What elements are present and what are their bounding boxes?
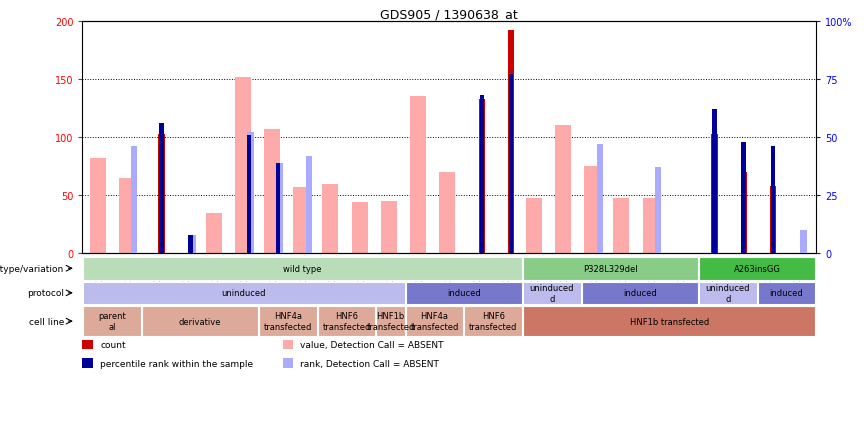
- Text: HNF6
transfected: HNF6 transfected: [469, 312, 517, 331]
- Text: value, Detection Call = ABSENT: value, Detection Call = ABSENT: [300, 340, 444, 349]
- Bar: [771, 147, 775, 254]
- Text: HNF1b
transfected: HNF1b transfected: [366, 312, 415, 331]
- Text: HNF6
transfected: HNF6 transfected: [322, 312, 371, 331]
- Bar: [83, 306, 141, 336]
- Bar: [189, 235, 195, 254]
- Bar: [741, 142, 746, 254]
- Title: GDS905 / 1390638_at: GDS905 / 1390638_at: [380, 7, 518, 20]
- Bar: [479, 96, 484, 254]
- Bar: [405, 306, 464, 336]
- Text: uninduced
d: uninduced d: [706, 283, 750, 303]
- Bar: [526, 198, 542, 254]
- Bar: [439, 173, 455, 254]
- Text: percentile rank within the sample: percentile rank within the sample: [100, 359, 253, 368]
- Bar: [699, 257, 815, 280]
- Bar: [283, 358, 293, 368]
- Bar: [740, 173, 747, 254]
- Text: rank, Detection Call = ABSENT: rank, Detection Call = ABSENT: [300, 359, 439, 368]
- Bar: [247, 133, 254, 254]
- Bar: [247, 135, 251, 254]
- Text: count: count: [100, 340, 126, 349]
- Bar: [306, 156, 312, 254]
- Bar: [582, 282, 698, 304]
- Bar: [206, 213, 222, 254]
- Bar: [523, 306, 815, 336]
- Text: uninduced: uninduced: [221, 289, 266, 298]
- Bar: [160, 124, 164, 254]
- Text: HNF1b transfected: HNF1b transfected: [629, 317, 709, 326]
- Text: HNF4a
transfected: HNF4a transfected: [264, 312, 312, 331]
- Bar: [141, 306, 258, 336]
- Text: P328L329del: P328L329del: [583, 264, 638, 273]
- Bar: [597, 145, 603, 254]
- Bar: [119, 178, 135, 254]
- Bar: [83, 282, 404, 304]
- Bar: [235, 77, 251, 254]
- Bar: [82, 358, 93, 368]
- Text: A263insGG: A263insGG: [733, 264, 780, 273]
- Bar: [259, 306, 317, 336]
- Text: parent
al: parent al: [98, 312, 126, 331]
- Bar: [464, 306, 522, 336]
- Bar: [264, 130, 280, 254]
- Text: derivative: derivative: [179, 317, 221, 326]
- Bar: [478, 99, 485, 254]
- Bar: [283, 340, 293, 349]
- Bar: [405, 282, 522, 304]
- Bar: [758, 282, 815, 304]
- Bar: [655, 168, 661, 254]
- Text: wild type: wild type: [283, 264, 322, 273]
- Text: protocol: protocol: [27, 289, 64, 298]
- Bar: [642, 198, 659, 254]
- Bar: [381, 202, 397, 254]
- Bar: [712, 134, 718, 254]
- Text: induced: induced: [447, 289, 481, 298]
- Text: HNF4a
transfected: HNF4a transfected: [411, 312, 458, 331]
- Bar: [131, 147, 137, 254]
- Bar: [89, 159, 106, 254]
- Text: induced: induced: [770, 289, 804, 298]
- Bar: [508, 31, 514, 254]
- Text: induced: induced: [623, 289, 657, 298]
- Bar: [318, 306, 375, 336]
- Bar: [276, 163, 280, 254]
- Bar: [584, 167, 601, 254]
- Bar: [770, 187, 776, 254]
- Bar: [277, 163, 283, 254]
- Bar: [523, 282, 581, 304]
- Bar: [713, 110, 717, 254]
- Bar: [82, 340, 93, 349]
- Bar: [377, 306, 404, 336]
- Text: genotype/variation: genotype/variation: [0, 264, 64, 273]
- Text: uninduced
d: uninduced d: [529, 283, 574, 303]
- Bar: [83, 257, 522, 280]
- Bar: [322, 184, 339, 254]
- Bar: [293, 188, 309, 254]
- Bar: [188, 235, 193, 254]
- Text: cell line: cell line: [29, 317, 64, 326]
- Bar: [159, 134, 165, 254]
- Bar: [614, 198, 629, 254]
- Bar: [699, 282, 757, 304]
- Bar: [556, 126, 571, 254]
- Bar: [523, 257, 698, 280]
- Bar: [509, 75, 513, 254]
- Bar: [410, 97, 426, 254]
- Bar: [352, 203, 367, 254]
- Bar: [800, 230, 807, 254]
